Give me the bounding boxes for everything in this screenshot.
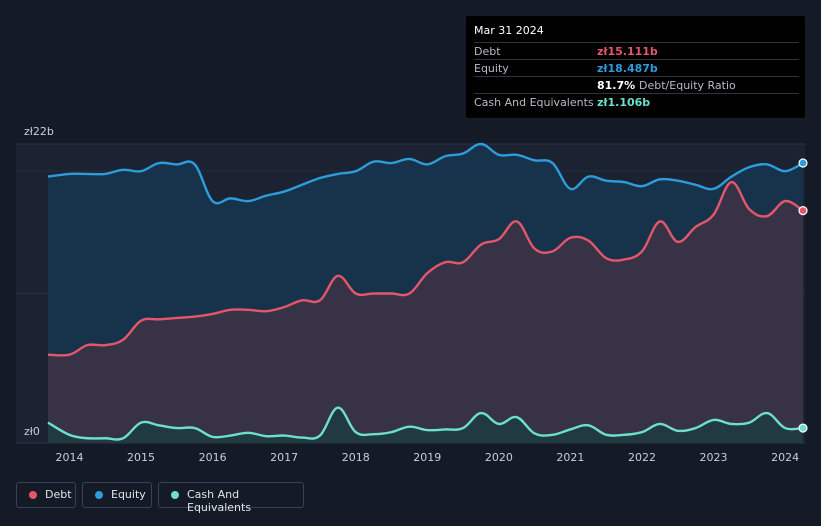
tooltip-cash-label: Cash And Equivalents [474, 96, 594, 109]
x-tick-2020: 2020 [485, 451, 513, 464]
tooltip-debt-value: zł15.111b [597, 45, 658, 58]
legend-equity[interactable]: Equity [82, 482, 152, 508]
tooltip-row-ratio: 81.7% Debt/Equity Ratio [474, 76, 799, 94]
x-tick-2014: 2014 [55, 451, 83, 464]
tooltip-ratio-value: 81.7% [597, 79, 636, 92]
tooltip-equity-label: Equity [474, 62, 509, 75]
legend-cash[interactable]: Cash And Equivalents [158, 482, 304, 514]
tooltip-row-cash: Cash And Equivalents zł1.106b [474, 93, 799, 111]
y-axis-top-label: zł22b [24, 125, 54, 138]
line-equity [47, 142, 804, 205]
tooltip-ratio-label: Debt/Equity Ratio [639, 79, 736, 92]
legend-cash-dot [171, 491, 179, 499]
x-tick-2023: 2023 [700, 451, 728, 464]
legend-equity-dot [95, 491, 103, 499]
endpoint-equity [798, 158, 808, 168]
legend-debt-label: Debt [45, 488, 72, 501]
endpoint-debt [798, 205, 808, 216]
x-tick-2015: 2015 [127, 451, 155, 464]
y-axis-bottom-label: zł0 [24, 425, 40, 438]
endpoint-cash-and-equivalents [798, 423, 808, 433]
legend-equity-label: Equity [111, 488, 146, 501]
line-debt [47, 180, 804, 357]
line-cash-and-equivalents [47, 406, 804, 441]
data-tooltip: Mar 31 2024 Debt zł15.111b Equity zł18.4… [466, 16, 805, 118]
x-tick-2019: 2019 [413, 451, 441, 464]
tooltip-debt-label: Debt [474, 45, 501, 58]
legend-cash-label: Cash And Equivalents [187, 488, 252, 514]
x-tick-2016: 2016 [199, 451, 227, 464]
x-tick-2017: 2017 [270, 451, 298, 464]
tooltip-row-equity: Equity zł18.487b [474, 59, 799, 77]
area-cash-and-equivalents [48, 407, 803, 443]
tooltip-row-debt: Debt zł15.111b [474, 42, 799, 60]
tooltip-equity-value: zł18.487b [597, 62, 658, 75]
x-tick-2022: 2022 [628, 451, 656, 464]
area-debt [48, 182, 803, 443]
x-tick-2021: 2021 [556, 451, 584, 464]
tooltip-cash-value: zł1.106b [597, 96, 651, 109]
legend-debt[interactable]: Debt [16, 482, 76, 508]
tooltip-date: Mar 31 2024 [474, 24, 544, 37]
x-tick-2024: 2024 [771, 451, 799, 464]
x-tick-2018: 2018 [342, 451, 370, 464]
legend-debt-dot [29, 491, 37, 499]
